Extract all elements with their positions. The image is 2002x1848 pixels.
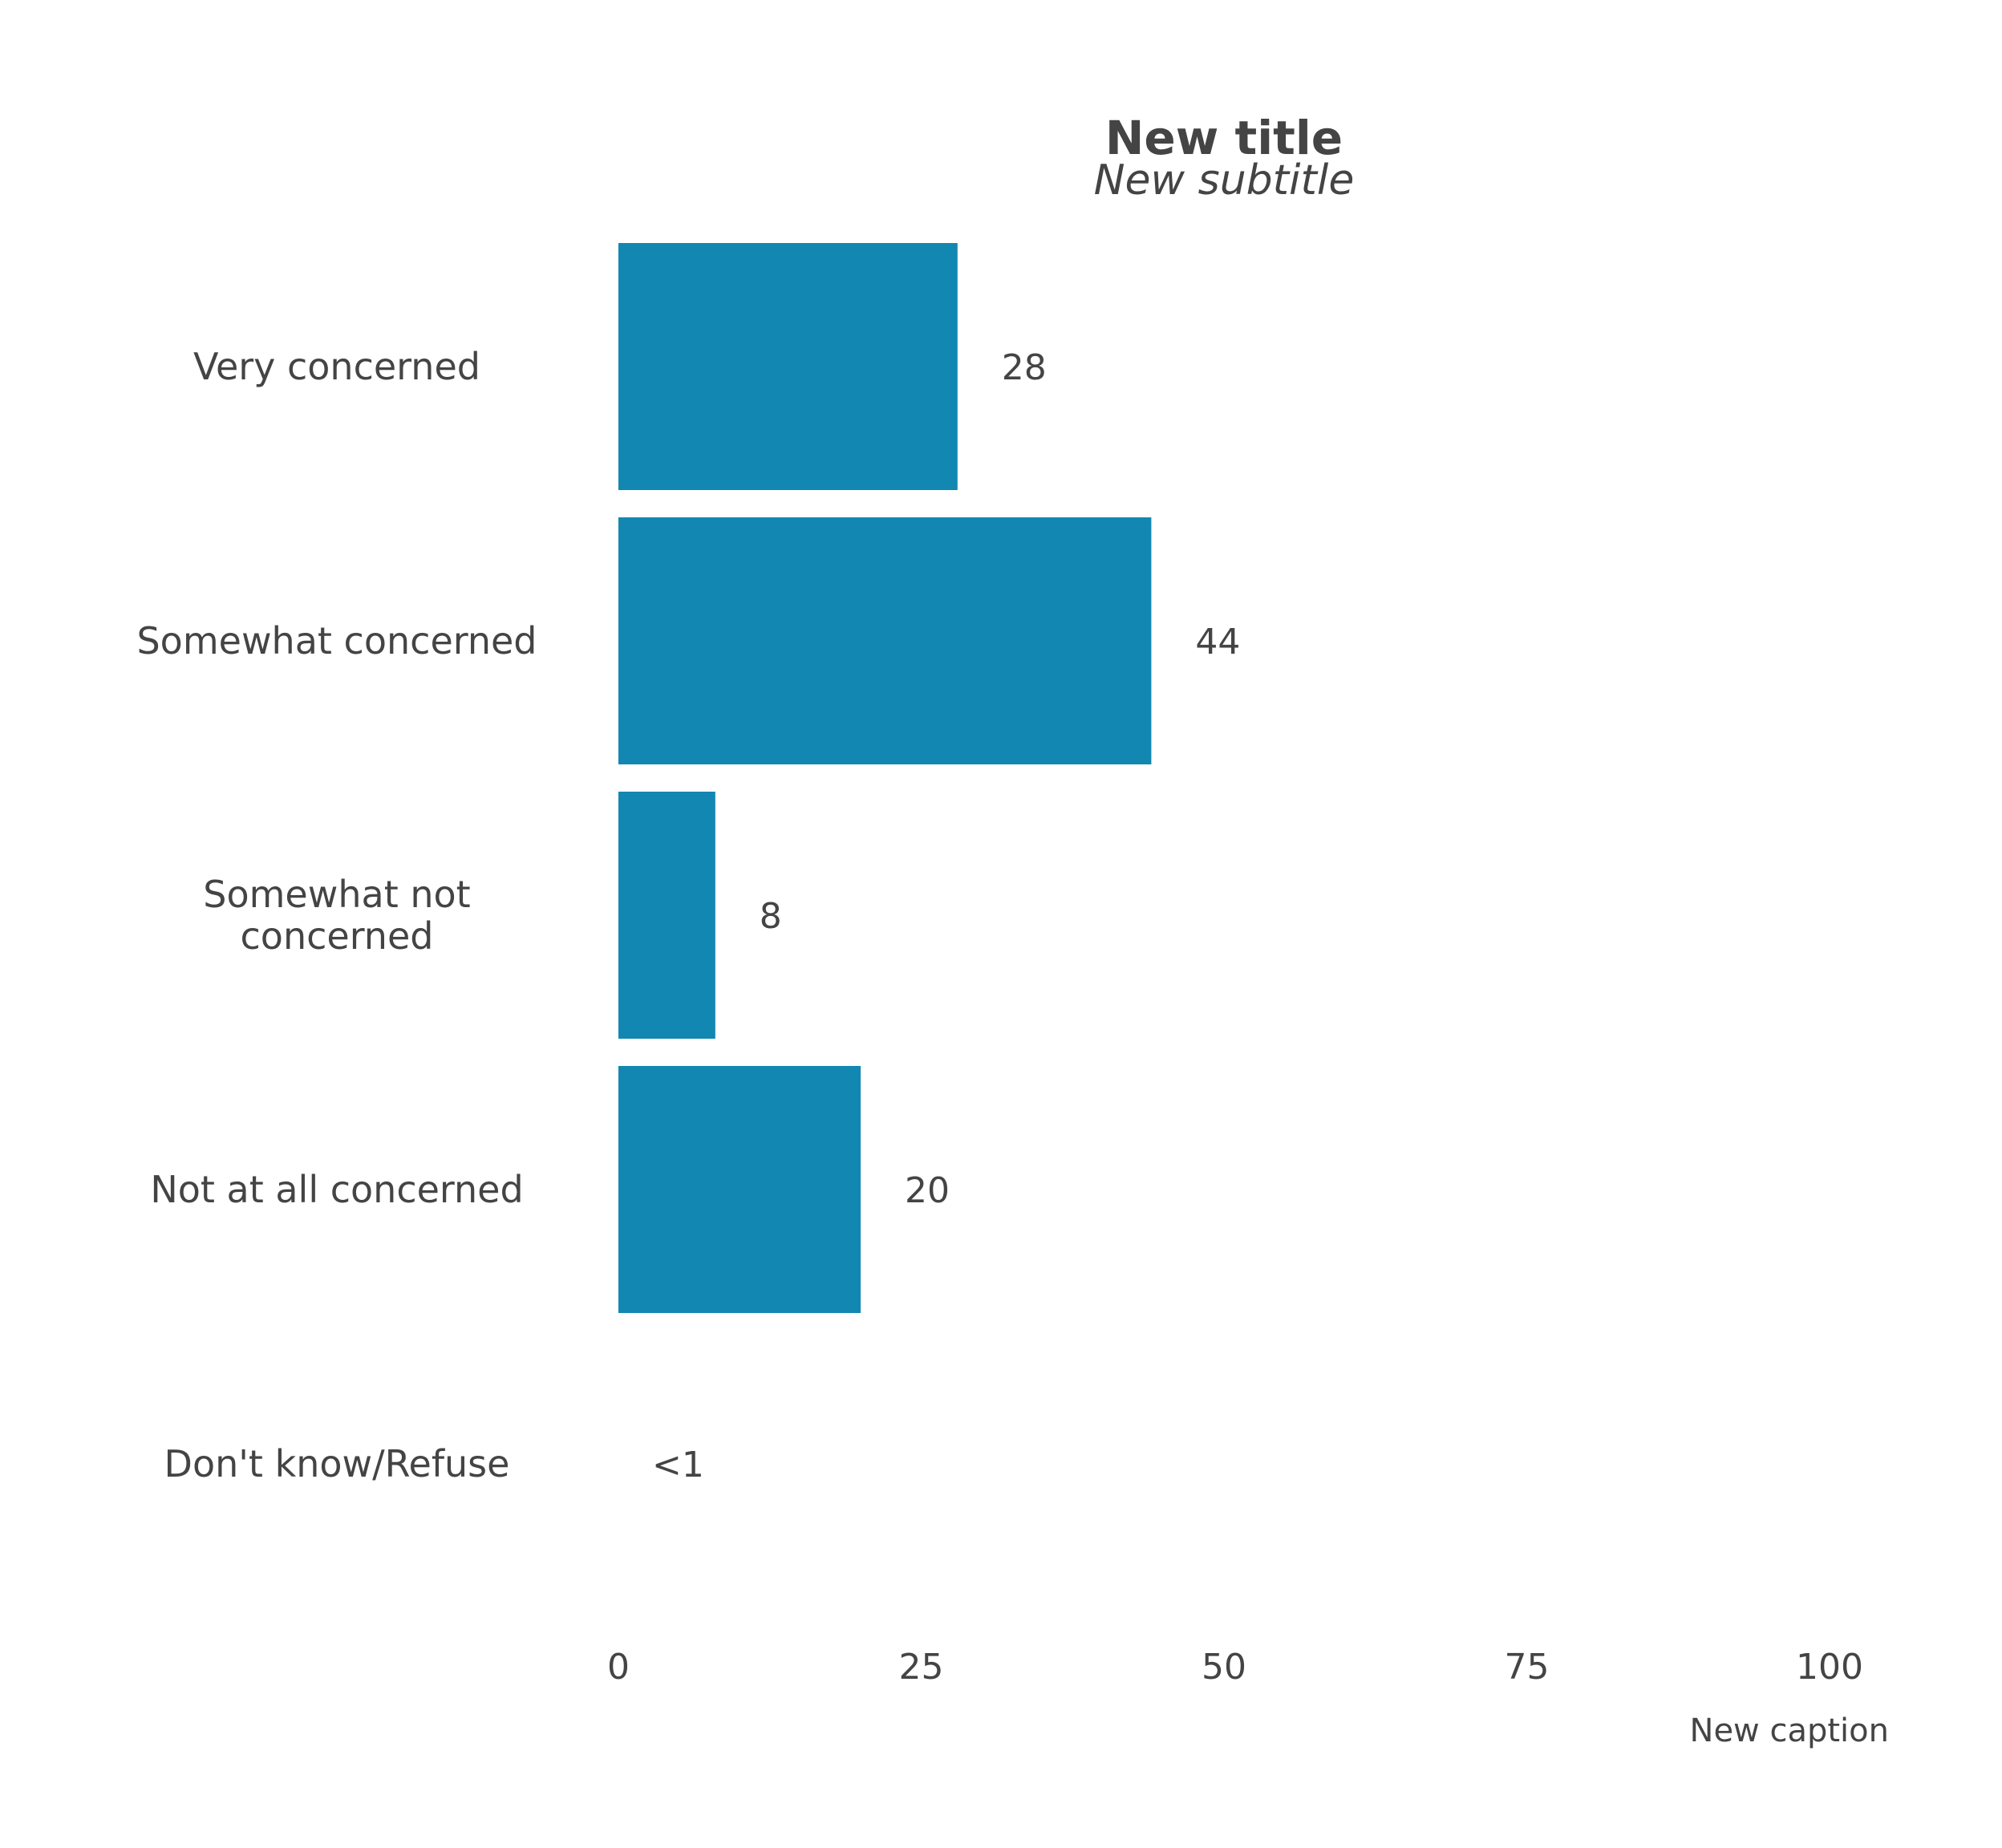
bar: [618, 517, 1152, 764]
x-tick-label: 75: [1505, 1647, 1550, 1688]
x-tick-label: 50: [1202, 1647, 1246, 1688]
category-label: Very concerned: [193, 345, 480, 388]
bar: [618, 1066, 861, 1313]
value-label: 28: [1002, 347, 1047, 388]
category-label-line: Very concerned: [193, 345, 480, 388]
chart-title: New title: [1105, 111, 1343, 165]
category-label-line: Somewhat concerned: [136, 619, 537, 663]
category-label-line: Don't know/Refuse: [164, 1442, 510, 1485]
x-tick-label: 0: [607, 1647, 630, 1688]
value-label: 44: [1195, 622, 1240, 663]
category-label: Somewhat not concerned: [203, 873, 470, 958]
value-label: <1: [652, 1445, 704, 1485]
value-label: 8: [760, 896, 782, 937]
category-label: Not at all concerned: [150, 1168, 523, 1211]
value-label: 20: [905, 1170, 950, 1211]
category-label-line: Somewhat not: [203, 873, 470, 916]
category-label-line: concerned: [241, 914, 434, 958]
chart-subtitle: New subtitle: [1094, 156, 1355, 205]
bar: [618, 792, 715, 1039]
category-label-line: Not at all concerned: [150, 1168, 523, 1211]
category-label: Don't know/Refuse: [164, 1442, 510, 1485]
bars-group: Very concerned 28 Somewhat concerned 44 Some…: [136, 243, 1240, 1485]
bar: [618, 243, 958, 490]
x-axis-ticks: 0 25 50 75 100: [607, 1647, 1863, 1688]
category-label: Somewhat concerned: [136, 619, 537, 663]
x-tick-label: 25: [899, 1647, 944, 1688]
x-tick-label: 100: [1796, 1647, 1863, 1688]
chart-caption: New caption: [1690, 1712, 1889, 1749]
